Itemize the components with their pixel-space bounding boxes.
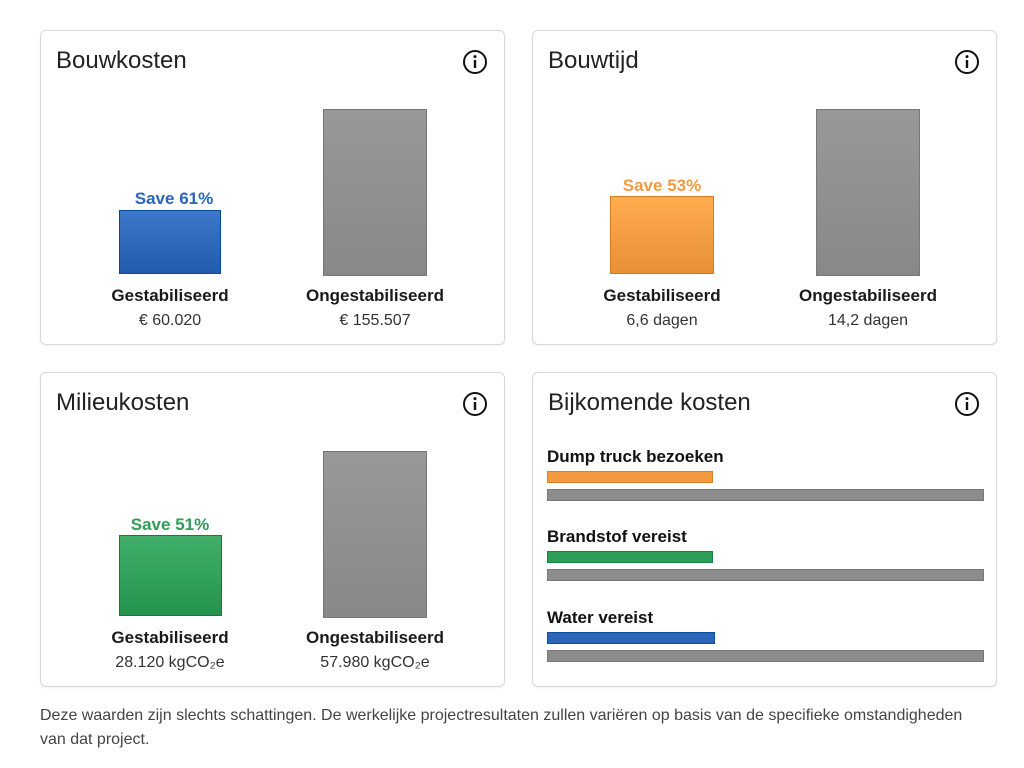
info-icon[interactable] — [462, 49, 488, 75]
stabilized-label: Gestabiliseerd — [603, 286, 721, 305]
card-title: Bijkomende kosten — [548, 389, 751, 416]
card-title: Bouwtijd — [548, 47, 639, 74]
dump-truck-unstabilized-bar — [547, 489, 984, 501]
info-icon[interactable] — [954, 391, 980, 417]
water-label: Water vereist — [547, 608, 654, 627]
info-icon[interactable] — [462, 391, 488, 417]
info-icon[interactable] — [954, 49, 980, 75]
stabilized-label: Gestabiliseerd — [111, 628, 229, 647]
stabilized-label: Gestabiliseerd — [111, 286, 229, 305]
brandstof-label: Brandstof vereist — [547, 527, 687, 546]
unstabilized-value: 57.980 kgCO₂e — [320, 654, 430, 671]
bijkomende-kosten-card: Bijkomende kosten Dump truck bezoeken Br… — [532, 372, 997, 687]
save-label: Save 51% — [130, 515, 210, 534]
card-title: Milieukosten — [56, 389, 190, 416]
card-title: Bouwkosten — [56, 47, 187, 74]
unstabilized-value: 14,2 dagen — [827, 312, 909, 329]
brandstof-stabilized-bar — [547, 551, 713, 563]
unstabilized-value: € 155.507 — [339, 312, 411, 329]
bouwtijd-card: Bouwtijd Save 53% Gestabiliseerd 6,6 dag… — [532, 30, 997, 345]
bar-chart: Save 51% Gestabiliseerd 28.120 kgCO₂e On… — [41, 373, 504, 686]
dump-truck-label: Dump truck bezoeken — [547, 447, 724, 466]
stabilized-bar — [610, 196, 714, 274]
unstabilized-label: Ongestabiliseerd — [306, 628, 444, 647]
brandstof-unstabilized-bar — [547, 569, 984, 581]
bar-chart: Save 61% Gestabiliseerd € 60.020 Ongesta… — [41, 31, 504, 344]
water-unstabilized-bar — [547, 650, 984, 662]
water-stabilized-bar — [547, 632, 715, 644]
stabilized-bar — [119, 535, 222, 616]
bouwkosten-card: Bouwkosten Save 61% Gestabiliseerd € 60.… — [40, 30, 505, 345]
stabilized-value: € 60.020 — [138, 312, 202, 329]
dump-truck-stabilized-bar — [547, 471, 713, 483]
milieukosten-card: Milieukosten Save 51% Gestabiliseerd 28.… — [40, 372, 505, 687]
stabilized-value: 6,6 dagen — [626, 312, 698, 329]
stabilized-bar — [119, 210, 221, 274]
unstabilized-bar — [323, 109, 427, 276]
save-label: Save 61% — [134, 189, 214, 208]
stabilized-value: 28.120 kgCO₂e — [115, 654, 225, 671]
bar-chart: Save 53% Gestabiliseerd 6,6 dagen Ongest… — [533, 31, 996, 344]
disclaimer-footnote: Deze waarden zijn slechts schattingen. D… — [40, 707, 963, 748]
unstabilized-bar — [816, 109, 920, 276]
unstabilized-label: Ongestabiliseerd — [306, 286, 444, 305]
unstabilized-bar — [323, 451, 427, 618]
unstabilized-label: Ongestabiliseerd — [799, 286, 937, 305]
save-label: Save 53% — [622, 176, 702, 195]
